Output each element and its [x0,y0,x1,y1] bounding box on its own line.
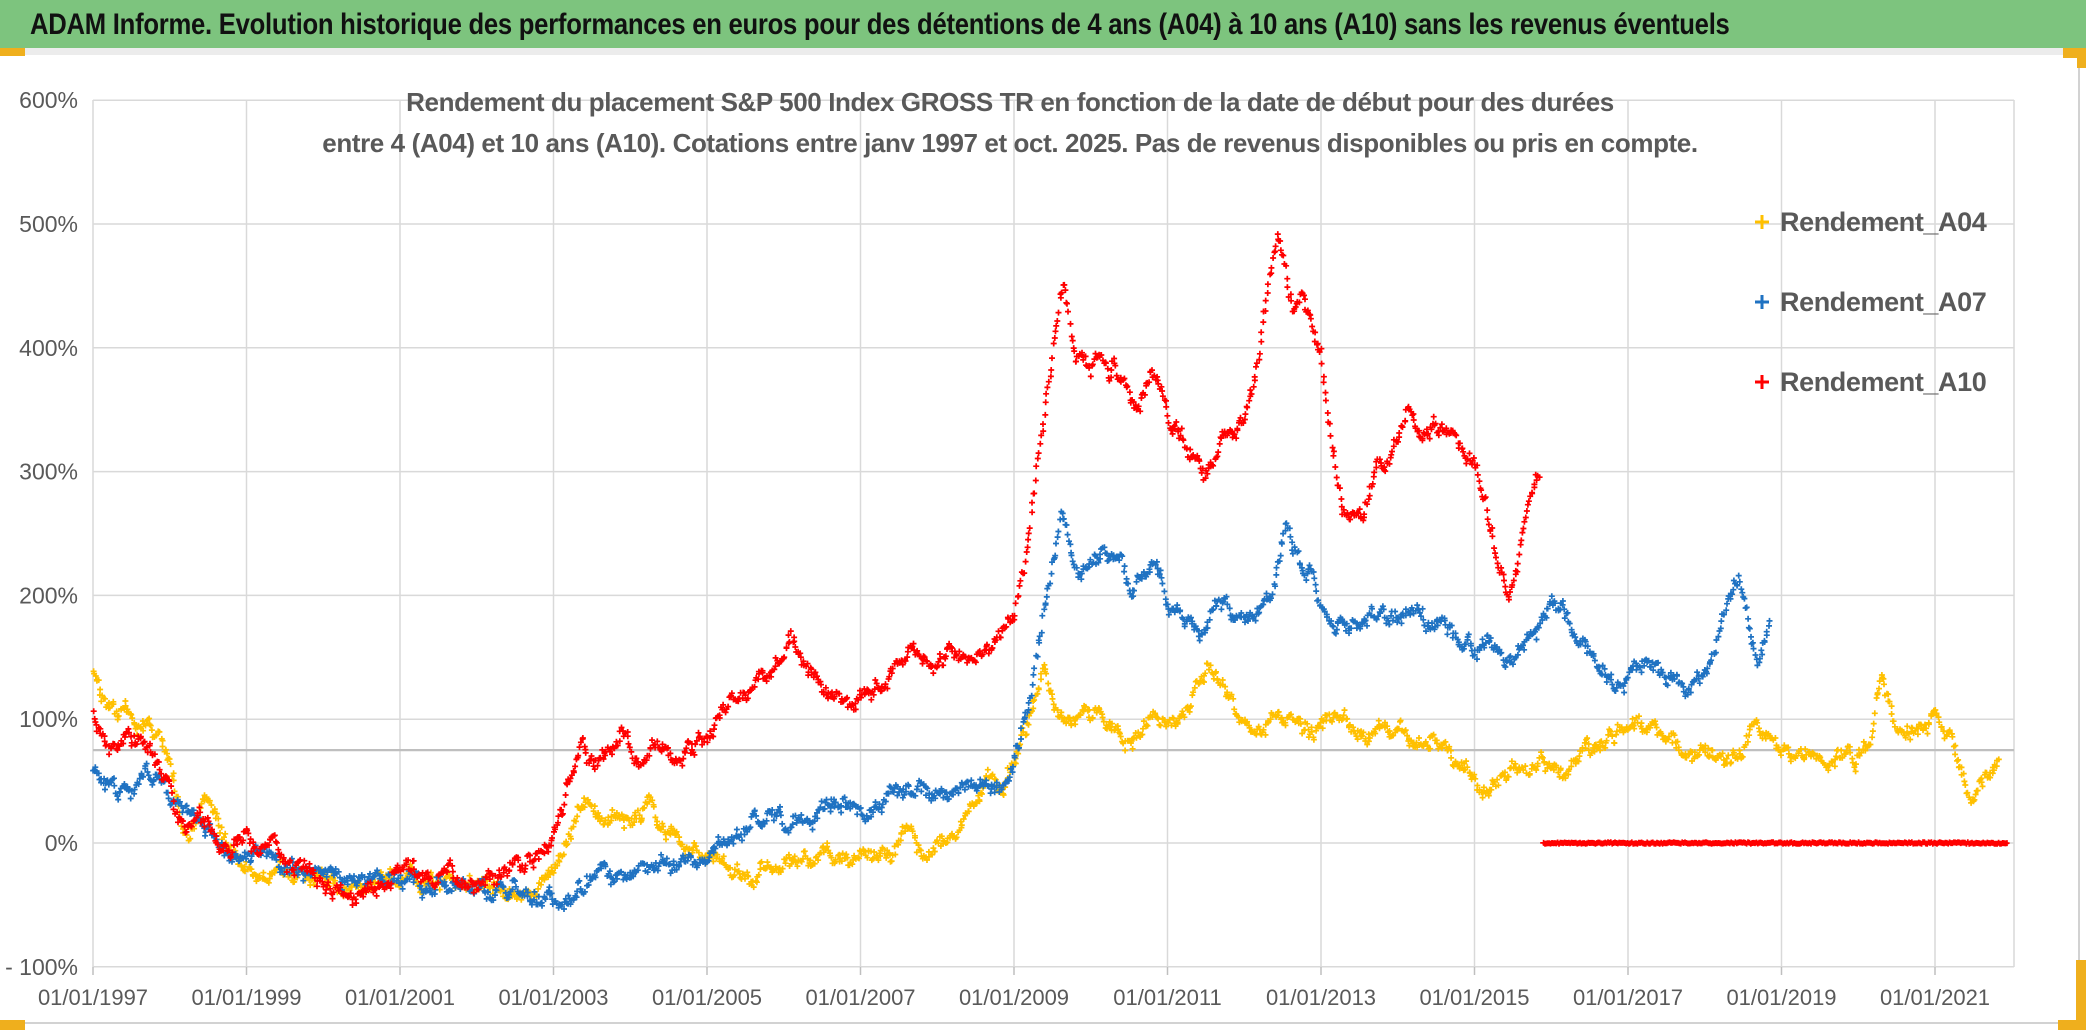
legend-item-a04[interactable]: Rendement_A04 [1780,207,1987,237]
x-axis-label: 01/01/2017 [1573,985,1683,1010]
legend-marker-rendement_a04[interactable] [1755,215,1769,229]
legend-item-a07[interactable]: Rendement_A07 [1780,287,1987,317]
x-axis-label: 01/01/2009 [959,985,1069,1010]
x-axis-label: 01/01/2011 [1113,985,1221,1010]
series-rendement_a04[interactable] [90,660,2002,903]
header-bar: ADAM Informe. Evolution historique des p… [0,0,2086,48]
frame-corner-bottom-right [2058,1020,2086,1030]
y-axis-label: 500% [19,211,78,237]
y-axis-label: - 100% [5,954,78,980]
y-axis-label: 400% [19,335,78,361]
series-rendement_a10[interactable] [90,231,2010,908]
x-axis-label: 01/01/2013 [1266,985,1376,1010]
chart-title: Rendement du placement S&P 500 Index GRO… [250,82,1770,164]
x-axis-label: 01/01/2021 [1880,985,1990,1010]
frame-corner-bottom-right-v [2076,960,2086,1030]
chart-bottom-border [25,1022,2058,1024]
y-axis-label: 600% [19,87,78,113]
x-axis-label: 01/01/2007 [805,985,915,1010]
x-axis-label: 01/01/2019 [1726,985,1836,1010]
x-axis-label: 01/01/2001 [345,985,455,1010]
y-axis-label: 200% [19,582,78,608]
x-axis-label: 01/01/2003 [498,985,608,1010]
page-title: ADAM Informe. Evolution historique des p… [30,8,1730,41]
y-axis-label: 100% [19,706,78,732]
legend-marker-rendement_a07[interactable] [1755,295,1769,309]
x-axis-label: 01/01/1997 [38,985,148,1010]
legend-item-a10[interactable]: Rendement_A10 [1780,367,1987,397]
frame-corner-top-right-v [2077,48,2086,68]
frame-corner-bottom-left [0,1020,25,1030]
legend-marker-rendement_a10[interactable] [1755,375,1769,389]
y-axis-label: 0% [45,830,78,856]
y-axis-label: 300% [19,459,78,485]
x-axis-label: 01/01/2005 [652,985,762,1010]
header-divider [0,48,2086,55]
x-axis-label: 01/01/1999 [191,985,301,1010]
chart-title-line1: Rendement du placement S&P 500 Index GRO… [406,87,1614,117]
x-axis-label: 01/01/2015 [1419,985,1529,1010]
frame-corner-top-left [0,48,25,56]
chart-area [0,55,2078,1024]
chart-right-border [2078,68,2080,960]
chart-title-line2: entre 4 (A04) et 10 ans (A10). Cotations… [322,128,1698,158]
frame-corner-top-right [2063,48,2086,58]
